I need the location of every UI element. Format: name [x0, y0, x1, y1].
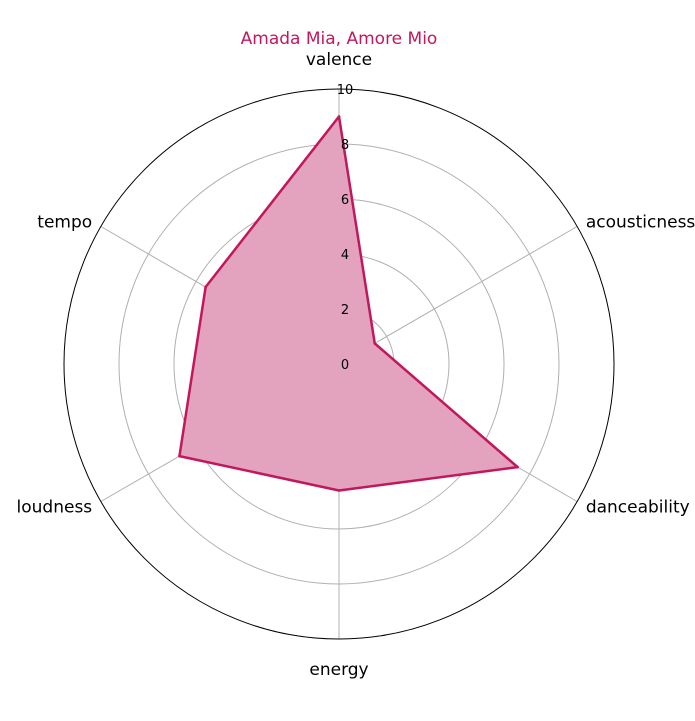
tick-label-2: 2 [341, 303, 349, 318]
data-point-tempo [204, 285, 207, 289]
tick-label-6: 6 [341, 193, 349, 208]
frame-layer [63, 88, 615, 640]
axis-label-danceability: danceability [586, 498, 690, 518]
data-point-acousticness [373, 342, 377, 345]
data-point-loudness [178, 454, 181, 458]
data-point-valence [337, 115, 341, 118]
axis-label-tempo: tempo [37, 213, 92, 233]
data-point-danceability [516, 465, 519, 469]
outer-frame [63, 88, 615, 640]
tick-label-8: 8 [341, 138, 349, 153]
series-area [179, 116, 518, 491]
axis-label-loudness: loudness [17, 498, 93, 518]
axis-label-layer: valence acousticness danceability energy lou… [17, 50, 695, 680]
spoke-acousticness [338, 226, 578, 365]
chart-title: Amada Mia, Amore Mio [241, 29, 438, 49]
tick-label-0: 0 [341, 358, 349, 373]
series-layer [178, 115, 519, 492]
axis-label-energy: energy [309, 660, 368, 680]
axis-label-acousticness: acousticness [586, 213, 695, 233]
axis-label-valence: valence [306, 50, 372, 70]
tick-label-10: 10 [337, 83, 354, 98]
data-point-energy [337, 489, 341, 492]
tick-label-layer: 0 2 4 6 8 10 [337, 83, 354, 373]
tick-label-4: 4 [341, 248, 349, 263]
